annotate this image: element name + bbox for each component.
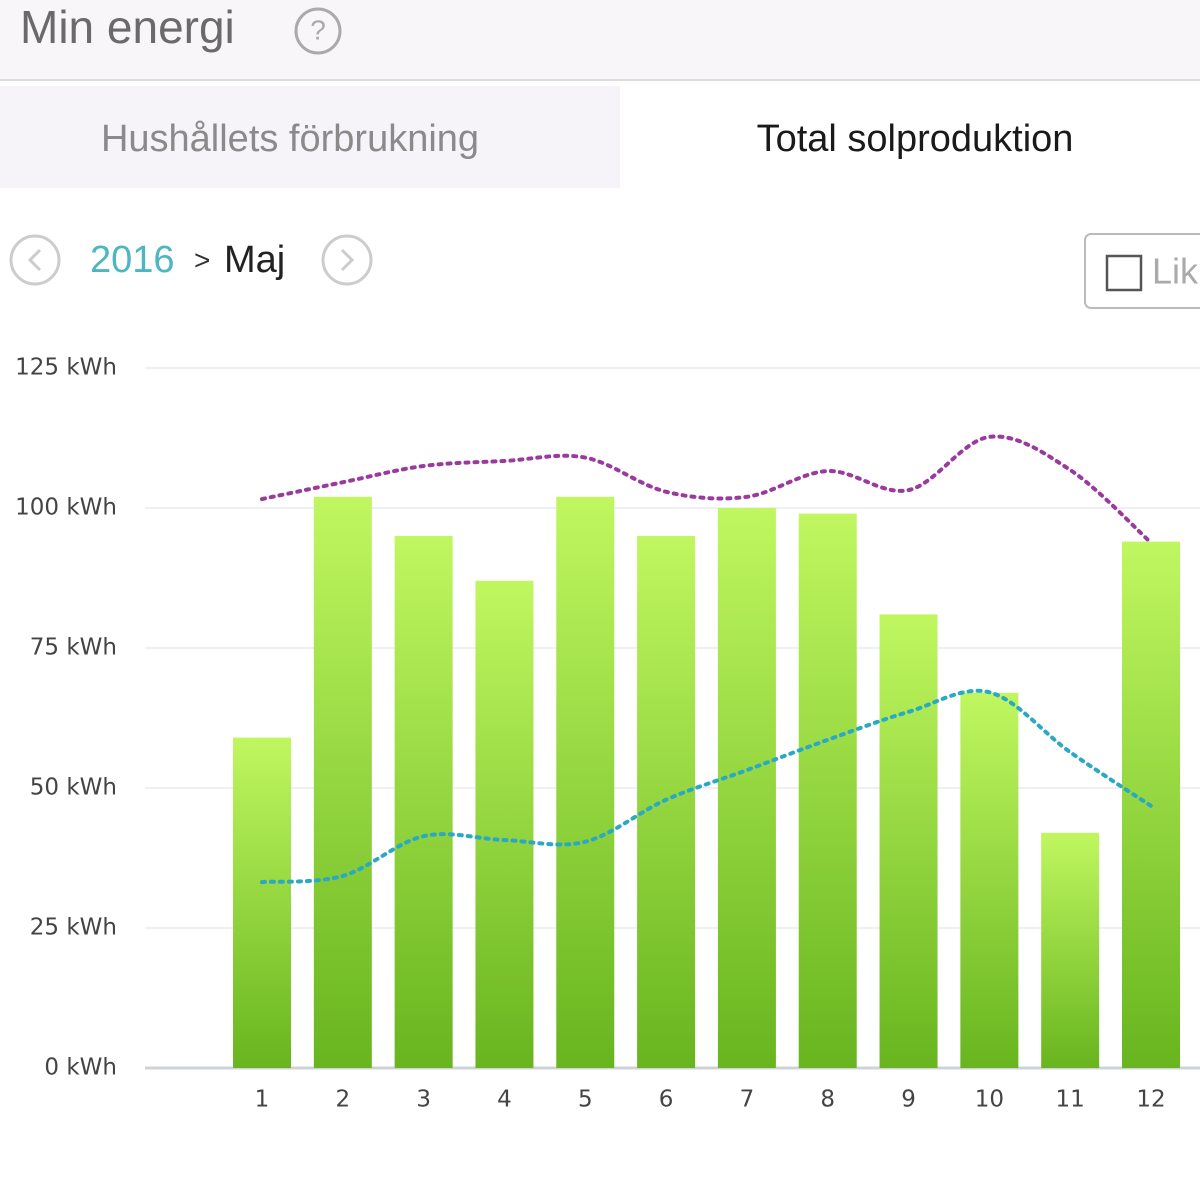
- breadcrumb-separator: >: [194, 244, 210, 275]
- bar: [637, 536, 696, 1068]
- bar: [394, 536, 453, 1068]
- bar: [313, 496, 372, 1068]
- trend-line: [260, 688, 1153, 885]
- bar: [717, 508, 776, 1068]
- x-tick-label: 3: [416, 1087, 431, 1113]
- x-tick-label: 11: [1056, 1087, 1085, 1113]
- help-icon[interactable]: [294, 7, 342, 55]
- page-title: Min energi: [20, 1, 235, 53]
- x-tick-label: 10: [975, 1087, 1004, 1113]
- y-tick-label: 25 kWh: [30, 915, 117, 941]
- bar: [475, 580, 534, 1068]
- y-tick-label: 75 kWh: [30, 635, 117, 661]
- y-tick-label: 100 kWh: [15, 495, 117, 521]
- bar: [960, 692, 1019, 1068]
- x-tick-label: 8: [820, 1087, 835, 1113]
- trend-line: [260, 434, 1153, 545]
- tab-label[interactable]: Hushållets förbrukning: [101, 118, 479, 160]
- x-tick-label: 2: [335, 1087, 350, 1113]
- bar: [233, 737, 291, 1068]
- checkbox[interactable]: [1105, 254, 1143, 292]
- bar: [798, 513, 857, 1068]
- tab-inactive[interactable]: [0, 86, 620, 188]
- bar: [879, 614, 938, 1068]
- year-link[interactable]: 2016: [90, 239, 175, 281]
- y-tick-label: 125 kWh: [15, 355, 117, 381]
- next-button[interactable]: [321, 234, 373, 286]
- bar: [1041, 832, 1100, 1068]
- prev-arrow: [27, 248, 42, 272]
- next-arrow: [340, 248, 355, 272]
- checkbox-label[interactable]: Lik: [1152, 251, 1199, 292]
- y-tick-label: 0 kWh: [44, 1055, 117, 1081]
- x-tick-label: 9: [901, 1087, 916, 1113]
- x-tick-label: 1: [255, 1087, 270, 1113]
- x-tick-label: 6: [659, 1087, 674, 1113]
- tab-label-active[interactable]: Total solproduktion: [757, 118, 1074, 160]
- x-tick-label: 12: [1136, 1087, 1165, 1113]
- y-tick-label: 50 kWh: [30, 775, 117, 801]
- x-tick-label: 5: [578, 1087, 593, 1113]
- header-bar: [0, 0, 1200, 80]
- bar: [556, 496, 615, 1068]
- x-tick-label: 4: [497, 1087, 512, 1113]
- x-tick-label: 7: [740, 1087, 755, 1113]
- help-mark[interactable]: ?: [310, 14, 326, 45]
- prev-button[interactable]: [9, 234, 61, 286]
- month-label: Maj: [224, 239, 285, 281]
